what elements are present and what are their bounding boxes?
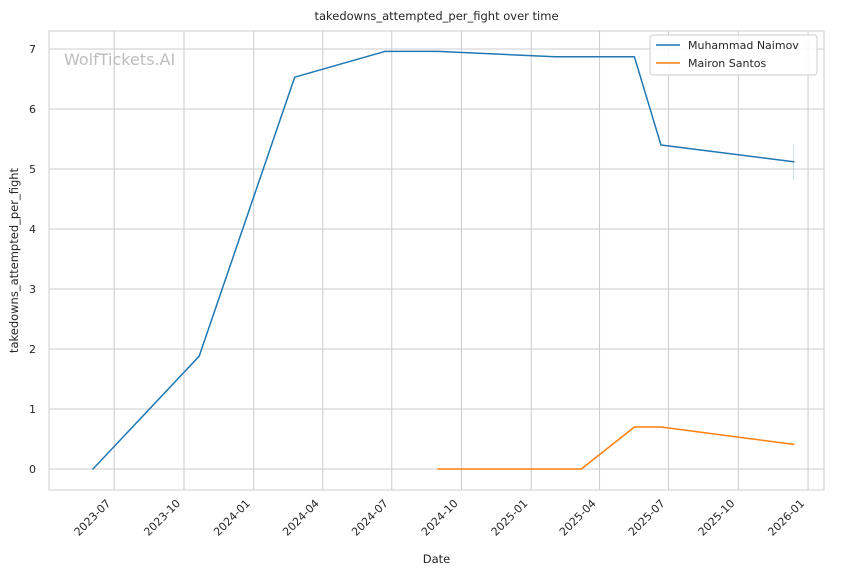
y-tick-label: 1 [29,403,36,416]
series-layer [91,50,795,471]
x-tick-label: 2025-04 [557,497,599,539]
watermark-text: WolfTickets.AI [64,50,175,69]
grid [49,31,824,490]
legend: Muhammad Naimov Mairon Santos [649,34,818,76]
chart-title: takedowns_attempted_per_fight over time [314,9,558,23]
plot-frame [48,30,825,491]
series-line-2 [437,426,795,470]
x-tick-label: 2023-10 [141,497,183,539]
y-axis-label: takedowns_attempted_per_fight [7,167,21,353]
x-tick-label: 2024-10 [419,497,461,539]
legend-box [649,34,818,76]
x-tick-label: 2024-04 [280,497,322,539]
x-tick-label: 2024-01 [211,497,253,539]
y-tick-label: 0 [29,463,36,476]
y-tick-label: 3 [29,283,36,296]
y-tick-label: 7 [29,43,36,56]
x-tick-label: 2025-01 [489,497,531,539]
series-line-1 [91,50,795,471]
x-tick-label: 2024-07 [349,497,391,539]
x-tick-label: 2023-07 [72,497,114,539]
legend-label: Mairon Santos [688,57,767,70]
x-axis-label: Date [423,552,451,566]
x-tick-label: 2025-10 [696,497,738,539]
y-tick-labels: 0 1 2 3 4 5 6 7 [29,43,36,476]
legend-items: Muhammad Naimov Mairon Santos [656,39,799,70]
y-tick-label: 6 [29,103,36,116]
y-tick-label: 5 [29,163,36,176]
legend-label: Muhammad Naimov [688,39,799,52]
y-tick-label: 4 [29,223,36,236]
x-tick-label: 2025-07 [626,497,668,539]
x-tick-labels: 2023-07 2023-10 2024-01 2024-04 2024-07 2024-… [72,497,808,539]
x-tick-label: 2026-01 [765,497,807,539]
y-tick-label: 2 [29,343,36,356]
